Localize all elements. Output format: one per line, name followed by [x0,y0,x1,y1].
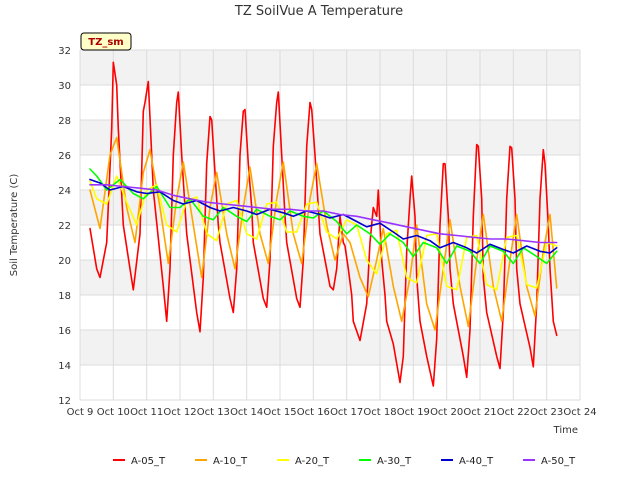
y-axis-title: Soil Temperature (C) [9,174,20,277]
y-tick-label: 20 [58,256,71,267]
series-lines [89,61,558,387]
site-label-box: TZ_sm [80,32,132,51]
y-tick-label: 16 [58,326,71,337]
y-tick-label: 12 [58,396,71,407]
series-line-a-50-t [89,184,558,244]
legend-label: A-05_T [131,456,166,467]
legend-label: A-30_T [377,456,412,467]
x-tick-label: Oct 23 [530,407,563,418]
series-line-a-05-t [89,61,558,387]
y-tick-label: 14 [58,361,71,372]
legend: A-05_T A-10_T A-20_T A-30_T A-40_T A-50_T [113,456,576,467]
y-tick-label: 24 [58,186,71,197]
x-tick-label: Oct 16 [297,407,330,418]
x-tick-label: Oct 18 [363,407,396,418]
plot-bands [80,50,580,365]
y-tick-label: 32 [58,46,71,57]
x-tick-label: Oct 12 [163,407,196,418]
series-line-a-20-t [89,175,558,291]
series-line-a-10-t [89,136,558,331]
x-tick-label: Oct 22 [497,407,530,418]
y-tick-label: 22 [58,221,71,232]
x-tick-label: Oct 21 [463,407,496,418]
plot-band [80,120,580,155]
x-tick-label: Oct 10 [97,407,130,418]
x-tick-label: Oct 24 [563,407,596,418]
y-axis-ticks: 12 14 16 18 20 22 24 26 28 30 32 [58,46,71,407]
x-axis-title: Time [553,425,578,436]
x-tick-label: Oct 11 [130,407,163,418]
x-tick-label: Oct 9 [67,407,94,418]
legend-label: A-20_T [295,456,330,467]
y-tick-label: 28 [58,116,71,127]
legend-label: A-10_T [213,456,248,467]
y-tick-label: 26 [58,151,71,162]
site-label: TZ_sm [88,37,123,48]
plot-band [80,50,580,85]
series-line-a-40-t [89,178,558,254]
chart-title: TZ SoilVue A Temperature [234,4,403,19]
legend-label: A-50_T [541,456,576,467]
x-tick-label: Oct 19 [397,407,430,418]
plot-band [80,330,580,365]
grid-lines [79,49,581,401]
x-tick-label: Oct 17 [330,407,363,418]
legend-label: A-40_T [459,456,494,467]
x-tick-label: Oct 15 [263,407,296,418]
x-tick-label: Oct 14 [230,407,263,418]
x-axis-ticks: Oct 9 Oct 10 Oct 11 Oct 12 Oct 13 Oct 14 Oct 1… [67,407,597,418]
y-tick-label: 30 [58,81,71,92]
y-tick-label: 18 [58,291,71,302]
x-tick-label: Oct 20 [430,407,463,418]
x-tick-label: Oct 13 [197,407,230,418]
